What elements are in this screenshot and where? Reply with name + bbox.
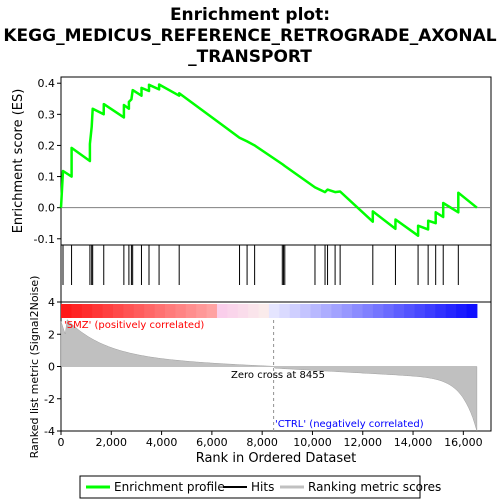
metric-tick-label: 4 xyxy=(48,296,55,309)
rank-bar-segment xyxy=(216,304,228,318)
es-curve-line xyxy=(59,83,478,237)
rank-bar-segment xyxy=(185,304,197,318)
x-tick-label: 4,000 xyxy=(146,436,178,449)
metric-tick-label: 2 xyxy=(48,328,55,341)
rank-bar-segment xyxy=(289,304,301,318)
metric-area xyxy=(60,319,478,432)
x-tick-label: 8,000 xyxy=(246,436,278,449)
rank-bar-segment xyxy=(112,304,124,318)
rank-bar-segment xyxy=(445,304,457,318)
rank-bar-segment xyxy=(320,304,332,318)
positive-correlation-label: 'SMZ' (positively correlated) xyxy=(64,320,204,331)
title-line-3: _TRANSPORT xyxy=(188,47,312,67)
rank-bar-segment xyxy=(154,304,166,318)
rank-bar-segment xyxy=(206,304,218,318)
rank-bar-segment xyxy=(71,304,83,318)
zero-cross-label: Zero cross at 8455 xyxy=(231,370,325,381)
x-tick-label: 12,000 xyxy=(344,436,383,449)
title-line-2: KEGG_MEDICUS_REFERENCE_RETROGRADE_AXONAL xyxy=(3,26,496,46)
rank-bar-segment xyxy=(61,304,72,318)
rank-bar-segment xyxy=(341,304,353,318)
rank-bar-segment xyxy=(372,304,384,318)
es-tick-label: -0.1 xyxy=(34,233,55,246)
legend-frame xyxy=(79,475,421,499)
rank-bar-segment xyxy=(404,304,416,318)
hits-panel-frame xyxy=(60,244,492,303)
rank-bar-segment xyxy=(268,304,280,318)
rank-bar-segment xyxy=(466,304,478,318)
es-tick-label: 0.0 xyxy=(38,202,56,215)
metric-tick-label: -2 xyxy=(44,393,55,406)
x-tick-label: 2,000 xyxy=(96,436,128,449)
metric-y-axis: -4 -2 0 2 4 xyxy=(44,296,61,438)
rank-bar-segment xyxy=(133,304,145,318)
x-tick-label: 16,000 xyxy=(444,436,483,449)
rank-bar-segment xyxy=(300,304,312,318)
legend: Enrichment profile Hits Ranking metric s… xyxy=(79,475,441,499)
rank-bar-segment xyxy=(279,304,291,318)
rank-bar-segment xyxy=(456,304,468,318)
rank-bar-segment xyxy=(331,304,343,318)
x-tick-label: 10,000 xyxy=(293,436,332,449)
legend-enrichment-profile-label: Enrichment profile xyxy=(114,480,225,494)
es-tick-label: 0.4 xyxy=(38,77,56,90)
rank-bar-segment xyxy=(144,304,156,318)
title-line-1: Enrichment plot: xyxy=(170,5,330,25)
x-axis: 0 2,000 4,000 6,000 8,000 10,000 12,000 14,000 1… xyxy=(58,431,483,449)
rank-bar-segment xyxy=(175,304,187,318)
rank-bar-segment xyxy=(102,304,114,318)
rank-bar-segment xyxy=(248,304,260,318)
rank-bar-segment xyxy=(424,304,436,318)
hit-ticks-group xyxy=(62,245,459,285)
es-tick-label: 0.2 xyxy=(38,139,56,152)
x-tick-label: 0 xyxy=(58,436,65,449)
legend-hits-label: Hits xyxy=(251,480,274,494)
rank-bar-segment xyxy=(383,304,395,318)
rank-bar-segment xyxy=(227,304,239,318)
rank-bar-segment xyxy=(123,304,135,318)
rank-bar-segment xyxy=(310,304,322,318)
metric-tick-label: -4 xyxy=(44,425,55,438)
es-curve-group xyxy=(59,83,478,237)
metric-area-group xyxy=(60,319,478,432)
x-tick-label: 6,000 xyxy=(196,436,228,449)
negative-correlation-label: 'CTRL' (negatively correlated) xyxy=(275,419,424,430)
rank-bar-segment xyxy=(258,304,270,318)
x-tick-label: 14,000 xyxy=(394,436,433,449)
rank-bar-segment xyxy=(435,304,447,318)
rank-bar-segment xyxy=(362,304,374,318)
es-y-axis: -0.1 0.0 0.1 0.2 0.3 0.4 xyxy=(34,77,61,246)
rank-bar-segment xyxy=(92,304,104,318)
rank-bar-segment xyxy=(164,304,176,318)
metric-tick-label: 0 xyxy=(48,361,55,374)
rank-bar-segment xyxy=(237,304,249,318)
es-tick-label: 0.1 xyxy=(38,171,56,184)
rank-bar-segment xyxy=(352,304,364,318)
metric-y-axis-label: Ranked list metric (Signal2Noise) xyxy=(28,276,41,459)
rank-color-bar xyxy=(61,304,478,318)
es-tick-label: 0.3 xyxy=(38,108,56,121)
rank-bar-segment xyxy=(196,304,208,318)
rank-bar-segment xyxy=(393,304,405,318)
legend-ranking-metric-label: Ranking metric scores xyxy=(308,480,441,494)
rank-bar-segment xyxy=(414,304,426,318)
x-axis-label: Rank in Ordered Dataset xyxy=(196,451,357,466)
es-y-axis-label: Enrichment score (ES) xyxy=(11,89,26,234)
rank-bar-segment xyxy=(81,304,93,318)
